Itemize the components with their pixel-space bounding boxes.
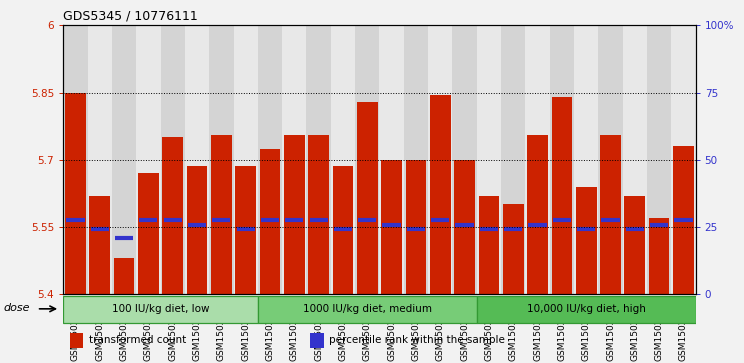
Text: transformed count: transformed count [89,335,186,345]
Bar [187,166,208,294]
Bar [355,25,379,294]
Text: dose: dose [3,303,30,313]
Bar [284,135,304,294]
Bar [404,25,428,294]
Bar [379,25,404,294]
Bar [673,146,694,294]
Bar [235,166,256,294]
Bar [647,25,671,294]
Bar [161,25,185,294]
Bar [310,333,324,348]
Bar [671,25,696,294]
Text: 1000 IU/kg diet, medium: 1000 IU/kg diet, medium [303,304,432,314]
Bar [357,102,378,294]
FancyBboxPatch shape [63,295,258,323]
Bar [209,25,234,294]
Bar [308,135,329,294]
Bar [551,97,572,294]
Text: 10,000 IU/kg diet, high: 10,000 IU/kg diet, high [527,304,646,314]
Bar [649,218,670,294]
Bar [430,95,451,294]
Bar [282,25,307,294]
Bar [70,333,83,348]
Bar [574,25,598,294]
Bar [600,135,620,294]
Text: percentile rank within the sample: percentile rank within the sample [329,335,504,345]
Bar [598,25,623,294]
FancyBboxPatch shape [258,295,477,323]
Bar [63,25,88,294]
Bar [501,25,525,294]
Bar [65,93,86,294]
Bar [307,25,331,294]
Bar [624,196,645,294]
Bar [333,166,353,294]
Bar [211,135,231,294]
Bar [112,25,136,294]
Bar [138,173,158,294]
Bar [478,196,499,294]
Bar [260,148,280,294]
Text: 100 IU/kg diet, low: 100 IU/kg diet, low [112,304,209,314]
Bar [452,25,477,294]
Bar [136,25,161,294]
FancyBboxPatch shape [477,295,696,323]
Bar [527,135,548,294]
Bar [331,25,355,294]
Bar [428,25,452,294]
Text: GDS5345 / 10776111: GDS5345 / 10776111 [63,10,198,23]
Bar [381,160,402,294]
Bar [477,25,501,294]
Bar [89,196,110,294]
Bar [405,160,426,294]
Bar [114,258,135,294]
Bar [503,204,524,294]
Bar [455,160,475,294]
Bar [623,25,647,294]
Bar [550,25,574,294]
Bar [185,25,209,294]
Bar [258,25,282,294]
Bar [234,25,258,294]
Bar [162,137,183,294]
Bar [88,25,112,294]
Bar [525,25,550,294]
Bar [576,187,597,294]
